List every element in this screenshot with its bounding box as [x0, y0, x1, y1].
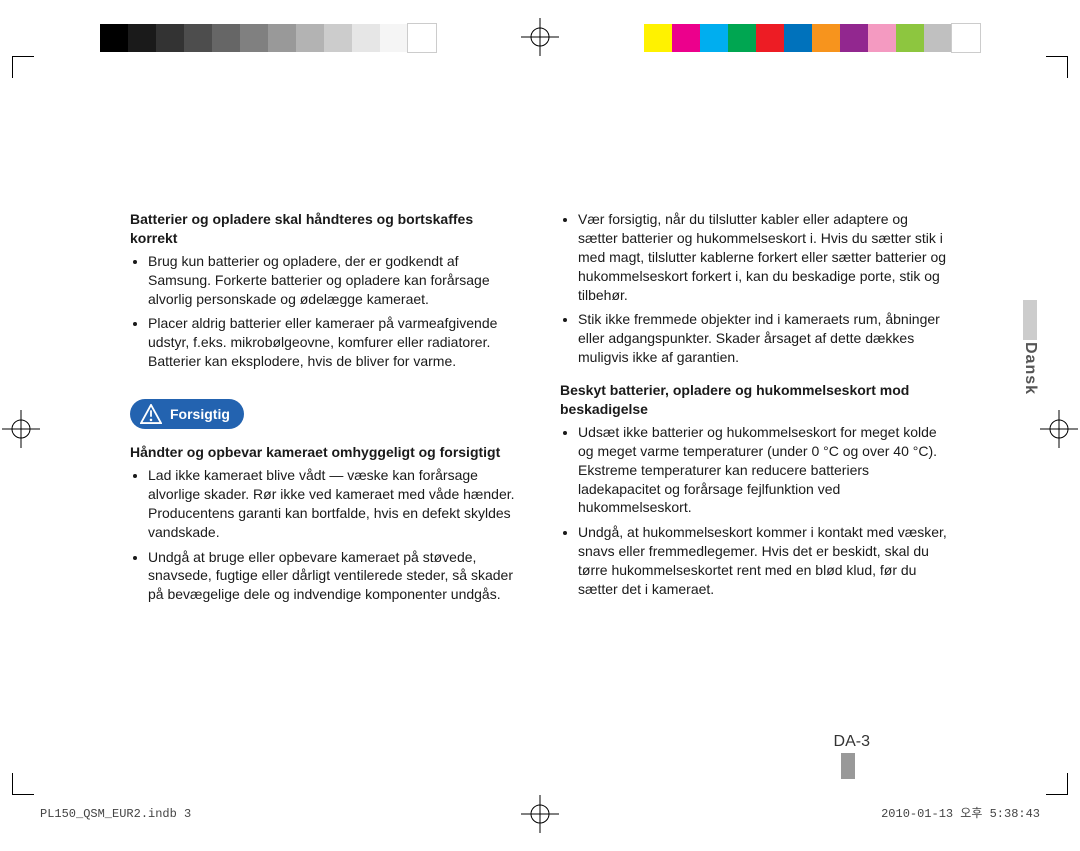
warning-icon	[140, 404, 162, 424]
colorbar-chromatic	[644, 24, 980, 52]
crop-mark	[12, 56, 34, 78]
color-swatch	[352, 24, 380, 52]
bullet-list: Brug kun batterier og opladere, der er g…	[130, 252, 520, 371]
color-swatch	[952, 24, 980, 52]
language-tab: Dansk	[1018, 300, 1042, 395]
color-swatch	[408, 24, 436, 52]
language-tab-marker	[1023, 300, 1037, 340]
list-item: Undgå, at hukommelseskort kommer i konta…	[578, 523, 950, 599]
registration-mark-left	[2, 410, 40, 448]
color-swatch	[728, 24, 756, 52]
color-swatch	[672, 24, 700, 52]
bullet-list: Udsæt ikke batterier og hukommelseskort …	[560, 423, 950, 599]
registration-mark-bottom	[521, 795, 559, 833]
section-heading: Håndter og opbevar kameraet omhyggeligt …	[130, 443, 520, 462]
crop-mark	[1046, 773, 1068, 795]
caution-label: Forsigtig	[170, 405, 230, 424]
page-number: DA-3	[834, 733, 870, 751]
section-heading: Batterier og opladere skal håndteres og …	[130, 210, 520, 248]
footer-filename: PL150_QSM_EUR2.indb 3	[40, 807, 191, 821]
color-swatch	[868, 24, 896, 52]
list-item: Brug kun batterier og opladere, der er g…	[148, 252, 520, 309]
caution-badge: Forsigtig	[130, 399, 244, 429]
color-swatch	[268, 24, 296, 52]
color-swatch	[100, 24, 128, 52]
bullet-list: Lad ikke kameraet blive vådt — væske kan…	[130, 466, 520, 604]
list-item: Udsæt ikke batterier og hukommelseskort …	[578, 423, 950, 517]
color-swatch	[324, 24, 352, 52]
list-item: Lad ikke kameraet blive vådt — væske kan…	[148, 466, 520, 542]
list-item: Placer aldrig batterier eller kameraer p…	[148, 314, 520, 371]
section-heading: Beskyt batterier, opladere og hukommelse…	[560, 381, 950, 419]
color-swatch	[784, 24, 812, 52]
bullet-list: Vær forsigtig, når du tilslutter kabler …	[560, 210, 950, 367]
list-item: Stik ikke fremmede objekter ind i kamera…	[578, 310, 950, 367]
crop-mark	[12, 773, 34, 795]
color-swatch	[240, 24, 268, 52]
color-swatch	[756, 24, 784, 52]
color-swatch	[296, 24, 324, 52]
registration-mark-right	[1040, 410, 1078, 448]
footer-timestamp: 2010-01-13 오후 5:38:43	[881, 804, 1040, 821]
color-swatch	[380, 24, 408, 52]
page-body: Batterier og opladere skal håndteres og …	[130, 210, 950, 618]
color-swatch	[896, 24, 924, 52]
color-swatch	[644, 24, 672, 52]
list-item: Undgå at bruge eller opbevare kameraet p…	[148, 548, 520, 605]
color-swatch	[700, 24, 728, 52]
color-swatch	[212, 24, 240, 52]
language-tab-label: Dansk	[1021, 342, 1039, 395]
column-left: Batterier og opladere skal håndteres og …	[130, 210, 520, 618]
column-right: Vær forsigtig, når du tilslutter kabler …	[560, 210, 950, 618]
color-swatch	[840, 24, 868, 52]
color-swatch	[184, 24, 212, 52]
colorbar-grayscale	[100, 24, 436, 52]
color-swatch	[128, 24, 156, 52]
crop-mark	[1046, 56, 1068, 78]
color-swatch	[924, 24, 952, 52]
color-swatch	[156, 24, 184, 52]
color-swatch	[812, 24, 840, 52]
page-number-marker	[841, 753, 855, 779]
list-item: Vær forsigtig, når du tilslutter kabler …	[578, 210, 950, 304]
registration-mark-top	[521, 18, 559, 56]
